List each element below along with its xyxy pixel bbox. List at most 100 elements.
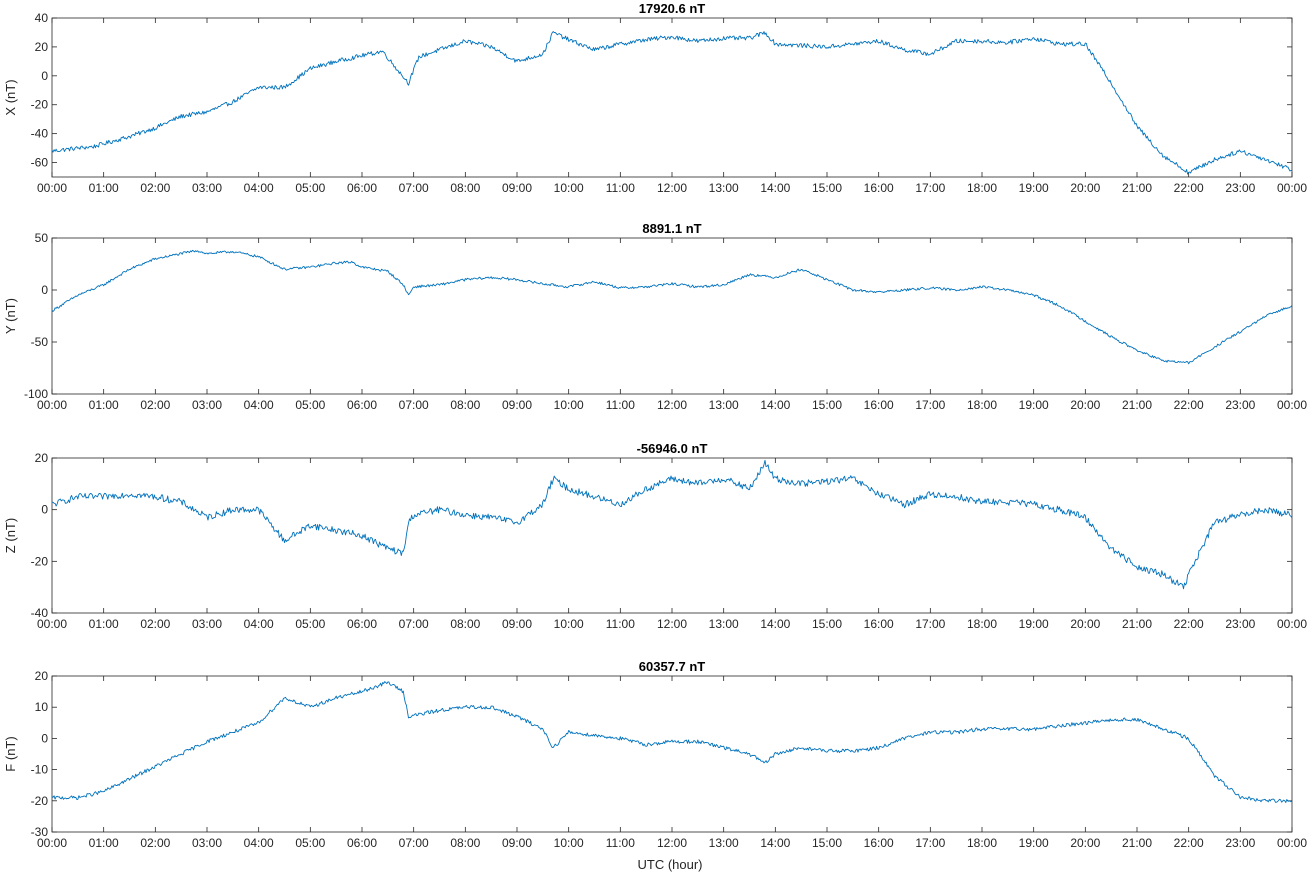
x-tick-label-f: 16:00 xyxy=(864,836,894,850)
x-tick-label-f: 23:00 xyxy=(1225,836,1255,850)
x-tick-label-x: 12:00 xyxy=(657,181,687,195)
x-tick-label-f: 02:00 xyxy=(140,836,170,850)
x-tick-label-y: 00:00 xyxy=(37,398,67,412)
x-tick-label-f: 00:00 xyxy=(37,836,67,850)
x-tick-label-y: 07:00 xyxy=(399,398,429,412)
x-tick-label-y: 08:00 xyxy=(450,398,480,412)
x-tick-label-y: 13:00 xyxy=(709,398,739,412)
x-tick-label-f: 06:00 xyxy=(347,836,377,850)
x-tick-label-x: 15:00 xyxy=(812,181,842,195)
panel-title-y: 8891.1 nT xyxy=(642,221,701,236)
y-tick-label-z: 20 xyxy=(35,451,49,465)
x-tick-label-z: 12:00 xyxy=(657,617,687,631)
y-tick-label-f: -30 xyxy=(31,825,49,839)
x-tick-label-f: 19:00 xyxy=(1019,836,1049,850)
panel-title-x: 17920.6 nT xyxy=(639,1,706,16)
x-tick-label-x: 13:00 xyxy=(709,181,739,195)
x-tick-label-x: 18:00 xyxy=(967,181,997,195)
x-tick-label-y: 21:00 xyxy=(1122,398,1152,412)
x-tick-label-x: 21:00 xyxy=(1122,181,1152,195)
x-tick-label-z: 22:00 xyxy=(1174,617,1204,631)
x-tick-label-y: 06:00 xyxy=(347,398,377,412)
y-tick-label-z: -20 xyxy=(31,554,49,568)
x-tick-label-y: 10:00 xyxy=(554,398,584,412)
y-tick-label-x: 20 xyxy=(35,40,49,54)
x-tick-label-x: 10:00 xyxy=(554,181,584,195)
x-tick-label-z: 10:00 xyxy=(554,617,584,631)
x-tick-label-f: 11:00 xyxy=(606,836,635,850)
x-tick-label-z: 20:00 xyxy=(1070,617,1100,631)
series-line-x xyxy=(51,31,1293,175)
y-tick-label-x: 40 xyxy=(35,11,49,25)
y-tick-label-x: -20 xyxy=(31,98,49,112)
plot-panel-z: -56946.0 nT Z (nT) -40 -20 0 20 00:00 01:00 02:0… xyxy=(3,441,1307,631)
x-tick-label-x: 22:00 xyxy=(1174,181,1204,195)
y-tick-label-x: 0 xyxy=(41,69,48,83)
x-tick-label-f: 22:00 xyxy=(1174,836,1204,850)
y-tick-label-y: -100 xyxy=(24,387,48,401)
panel-title-f: 60357.7 nT xyxy=(639,659,706,674)
x-tick-label-z: 09:00 xyxy=(502,617,532,631)
x-tick-label-x: 14:00 xyxy=(760,181,790,195)
x-tick-label-z: 15:00 xyxy=(812,617,842,631)
x-tick-label-y: 18:00 xyxy=(967,398,997,412)
x-tick-label-z: 06:00 xyxy=(347,617,377,631)
x-tick-label-y: 16:00 xyxy=(864,398,894,412)
x-axis-label: UTC (hour) xyxy=(637,857,702,872)
x-tick-label-f: 13:00 xyxy=(709,836,739,850)
series-line-y xyxy=(51,249,1293,365)
x-tick-label-f: 07:00 xyxy=(399,836,429,850)
x-tick-label-f: 04:00 xyxy=(244,836,274,850)
x-tick-label-z: 07:00 xyxy=(399,617,429,631)
y-axis-label-f: F (nT) xyxy=(3,736,18,771)
x-tick-label-z: 13:00 xyxy=(709,617,739,631)
x-tick-label-z: 03:00 xyxy=(192,617,222,631)
x-tick-label-f: 10:00 xyxy=(554,836,584,850)
x-tick-label-f: 18:00 xyxy=(967,836,997,850)
y-tick-label-f: -10 xyxy=(31,763,49,777)
x-tick-label-y: 17:00 xyxy=(915,398,945,412)
y-tick-label-x: -40 xyxy=(31,127,49,141)
x-tick-label-z: 00:00 xyxy=(37,617,67,631)
x-tick-label-x: 17:00 xyxy=(915,181,945,195)
y-tick-label-f: 10 xyxy=(35,700,49,714)
x-tick-label-z: 21:00 xyxy=(1122,617,1152,631)
x-tick-label-f: 14:00 xyxy=(760,836,790,850)
panel-title-z: -56946.0 nT xyxy=(637,441,708,456)
x-tick-label-x: 11:00 xyxy=(606,181,635,195)
x-tick-label-x: 00:00 xyxy=(37,181,67,195)
x-tick-label-f: 21:00 xyxy=(1122,836,1152,850)
y-axis-label-z: Z (nT) xyxy=(3,518,18,553)
x-tick-label-y: 01:00 xyxy=(89,398,119,412)
x-tick-label-y: 23:00 xyxy=(1225,398,1255,412)
x-tick-label-x: 07:00 xyxy=(399,181,429,195)
x-tick-label-y: 20:00 xyxy=(1070,398,1100,412)
x-tick-label-x: 06:00 xyxy=(347,181,377,195)
x-tick-label-f: 00:00 xyxy=(1277,836,1307,850)
x-tick-label-y: 03:00 xyxy=(192,398,222,412)
x-tick-label-z: 19:00 xyxy=(1019,617,1049,631)
x-tick-label-x: 20:00 xyxy=(1070,181,1100,195)
x-tick-label-y: 05:00 xyxy=(295,398,325,412)
x-tick-label-z: 17:00 xyxy=(915,617,945,631)
y-tick-label-z: -40 xyxy=(31,606,49,620)
x-tick-label-y: 02:00 xyxy=(140,398,170,412)
y-tick-label-y: 0 xyxy=(41,283,48,297)
x-tick-label-x: 04:00 xyxy=(244,181,274,195)
x-tick-label-z: 11:00 xyxy=(606,617,635,631)
x-tick-label-x: 23:00 xyxy=(1225,181,1255,195)
x-tick-label-z: 01:00 xyxy=(89,617,119,631)
y-axis-label-x: X (nT) xyxy=(3,79,18,115)
x-tick-label-f: 15:00 xyxy=(812,836,842,850)
x-tick-label-f: 01:00 xyxy=(89,836,119,850)
x-tick-label-z: 16:00 xyxy=(864,617,894,631)
x-tick-label-f: 05:00 xyxy=(295,836,325,850)
x-tick-label-y: 04:00 xyxy=(244,398,274,412)
x-tick-label-f: 12:00 xyxy=(657,836,687,850)
plot-panel-f: 60357.7 nT F (nT) -30 -20 -10 0 10 20 00:00 01:00… xyxy=(3,659,1307,850)
x-tick-label-x: 19:00 xyxy=(1019,181,1049,195)
series-line-z xyxy=(51,459,1293,590)
x-tick-label-z: 14:00 xyxy=(760,617,790,631)
axes-box-y xyxy=(51,237,1293,395)
x-tick-label-x: 01:00 xyxy=(89,181,119,195)
